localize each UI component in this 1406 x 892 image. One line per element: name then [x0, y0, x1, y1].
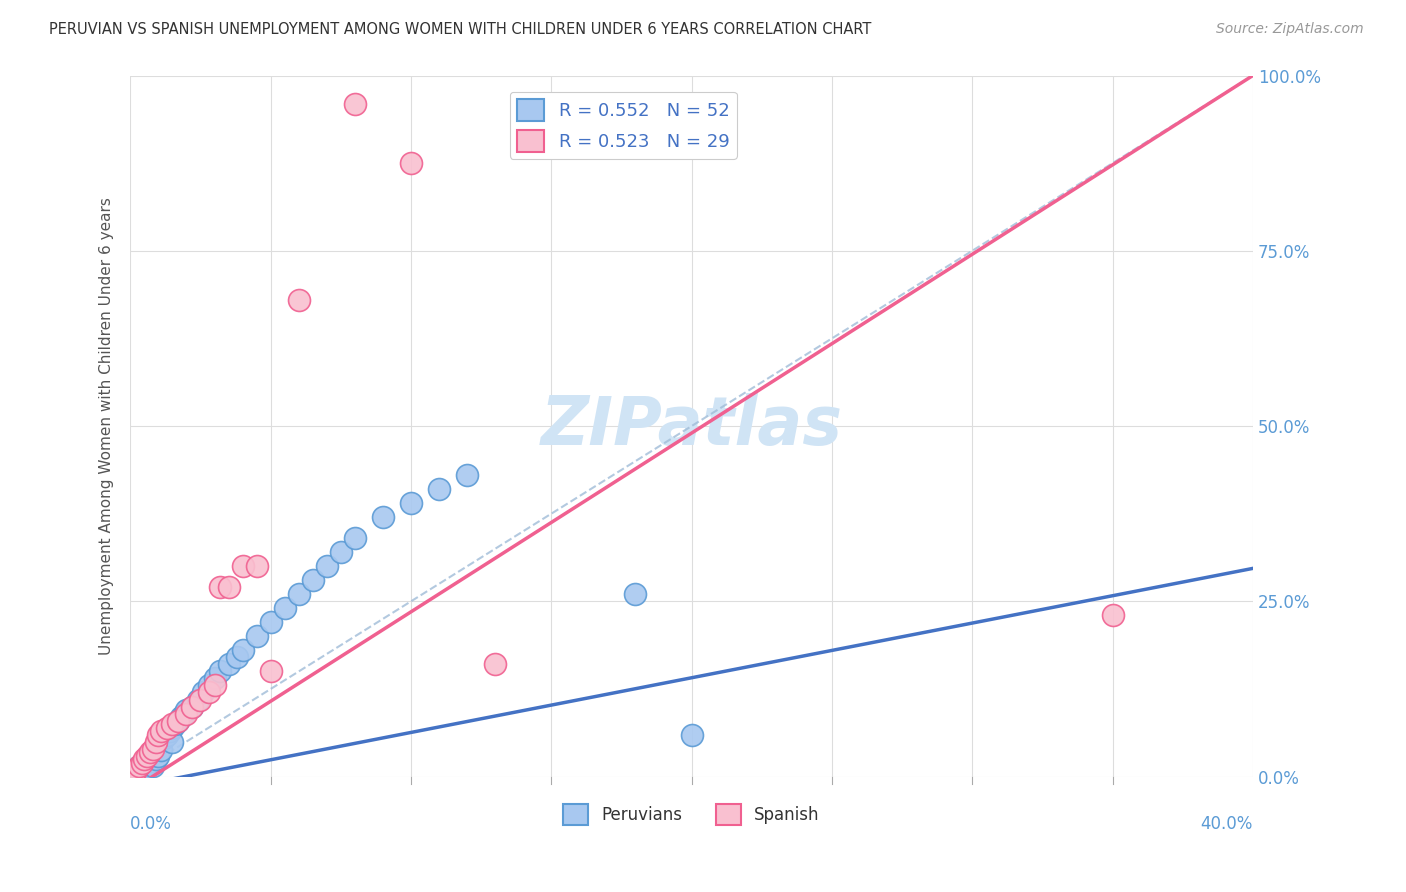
- Point: [128, 759, 150, 773]
- Point: [190, 692, 212, 706]
- Point: [128, 759, 150, 773]
- Point: [136, 752, 159, 766]
- Point: [399, 156, 422, 170]
- Point: [136, 757, 159, 772]
- Point: [159, 724, 181, 739]
- Text: 0.0%: 0.0%: [131, 815, 172, 833]
- Text: ZIPatlas: ZIPatlas: [540, 393, 842, 459]
- Point: [273, 601, 295, 615]
- Point: [173, 706, 195, 721]
- Point: [148, 727, 170, 741]
- Point: [187, 692, 209, 706]
- Point: [142, 759, 165, 773]
- Point: [232, 559, 254, 574]
- Point: [1101, 608, 1123, 623]
- Point: [122, 766, 145, 780]
- Point: [176, 703, 198, 717]
- Point: [145, 734, 167, 748]
- Point: [259, 665, 281, 679]
- Point: [218, 580, 240, 594]
- Point: [193, 685, 215, 699]
- Point: [122, 766, 145, 780]
- Point: [198, 685, 221, 699]
- Point: [176, 706, 198, 721]
- Point: [134, 764, 156, 778]
- Point: [156, 721, 179, 735]
- Text: Source: ZipAtlas.com: Source: ZipAtlas.com: [1216, 22, 1364, 37]
- Point: [170, 710, 193, 724]
- Point: [139, 745, 162, 759]
- Point: [204, 672, 226, 686]
- Point: [142, 741, 165, 756]
- Point: [150, 734, 173, 748]
- Point: [167, 714, 190, 728]
- Point: [125, 764, 148, 778]
- Point: [136, 748, 159, 763]
- Point: [134, 752, 156, 766]
- Point: [456, 468, 478, 483]
- Point: [181, 699, 204, 714]
- Point: [259, 615, 281, 630]
- Point: [148, 738, 170, 752]
- Point: [681, 727, 703, 741]
- Point: [218, 657, 240, 672]
- Point: [167, 714, 190, 728]
- Point: [232, 643, 254, 657]
- Point: [246, 629, 269, 643]
- Text: PERUVIAN VS SPANISH UNEMPLOYMENT AMONG WOMEN WITH CHILDREN UNDER 6 YEARS CORRELA: PERUVIAN VS SPANISH UNEMPLOYMENT AMONG W…: [49, 22, 872, 37]
- Point: [246, 559, 269, 574]
- Point: [198, 678, 221, 692]
- Point: [287, 587, 309, 601]
- Point: [165, 717, 187, 731]
- Point: [624, 587, 647, 601]
- Point: [131, 756, 153, 770]
- Point: [162, 721, 184, 735]
- Point: [145, 752, 167, 766]
- Point: [301, 574, 323, 588]
- Point: [204, 678, 226, 692]
- Text: 40.0%: 40.0%: [1201, 815, 1253, 833]
- Point: [162, 734, 184, 748]
- Point: [371, 510, 394, 524]
- Point: [142, 745, 165, 759]
- Point: [181, 699, 204, 714]
- Point: [128, 763, 150, 777]
- Point: [209, 580, 232, 594]
- Point: [287, 293, 309, 307]
- Point: [125, 763, 148, 777]
- Point: [343, 96, 366, 111]
- Point: [156, 727, 179, 741]
- Point: [148, 748, 170, 763]
- Point: [226, 650, 249, 665]
- Point: [134, 756, 156, 770]
- Point: [145, 741, 167, 756]
- Point: [139, 748, 162, 763]
- Point: [131, 761, 153, 775]
- Point: [343, 531, 366, 545]
- Point: [150, 724, 173, 739]
- Point: [329, 545, 352, 559]
- Y-axis label: Unemployment Among Women with Children Under 6 years: Unemployment Among Women with Children U…: [100, 197, 114, 655]
- Point: [162, 717, 184, 731]
- Point: [150, 743, 173, 757]
- Point: [399, 496, 422, 510]
- Legend: Peruvians, Spanish: Peruvians, Spanish: [557, 797, 827, 831]
- Point: [209, 665, 232, 679]
- Point: [139, 754, 162, 768]
- Point: [484, 657, 506, 672]
- Point: [153, 731, 176, 745]
- Point: [427, 482, 450, 496]
- Point: [315, 559, 337, 574]
